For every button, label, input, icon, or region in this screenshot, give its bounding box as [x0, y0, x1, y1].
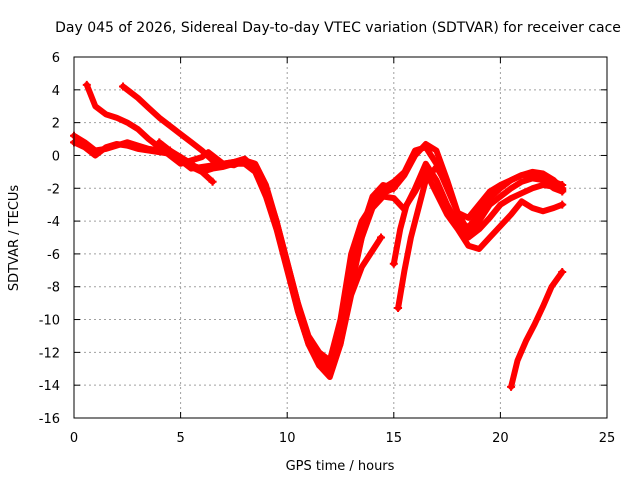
- series-9-end-marker: [558, 267, 567, 276]
- series-8-start-marker: [389, 259, 398, 268]
- x-tick-label: 0: [70, 431, 78, 446]
- x-tick-label: 5: [176, 431, 184, 446]
- series-line-4: [120, 83, 566, 364]
- series-line-9: [508, 269, 566, 390]
- y-tick-label: -14: [39, 379, 60, 394]
- series-line-2: [71, 139, 397, 377]
- series-6-start-marker: [165, 146, 174, 155]
- series-9-start-marker: [507, 382, 516, 391]
- y-tick-label: 6: [52, 51, 60, 66]
- series-7-end-marker: [558, 180, 567, 189]
- y-axis-label: SDTVAR / TECUs: [7, 185, 22, 292]
- series-6-end-marker: [208, 177, 217, 186]
- series-7-start-marker: [394, 304, 403, 313]
- y-tick-label: -4: [47, 215, 60, 230]
- plot-frame: [73, 56, 608, 419]
- series-line-6: [166, 147, 216, 185]
- series-1-end-marker: [377, 233, 386, 242]
- series-line-5: [156, 139, 566, 369]
- y-axis-ticks: -16 -14 -12 -10 -8 -6 -4 -2 0 2 4 6: [39, 51, 607, 427]
- series-4-start-marker: [119, 82, 128, 91]
- y-tick-label: 0: [52, 149, 60, 164]
- series-line-8: [390, 168, 566, 267]
- y-tick-label: -8: [47, 281, 60, 296]
- x-tick-label: 20: [492, 431, 509, 446]
- y-tick-label: -12: [39, 346, 60, 361]
- x-axis-ticks: 0 5 10 15 20 25: [70, 57, 615, 446]
- y-tick-label: -6: [47, 248, 60, 263]
- data-series: [70, 80, 567, 391]
- series-5-start-marker: [155, 138, 164, 147]
- y-tick-label: -10: [39, 314, 60, 329]
- series-8-end-marker: [558, 200, 567, 209]
- series-line-3: [83, 81, 566, 380]
- series-line-7: [395, 163, 566, 312]
- y-tick-label: 4: [52, 84, 60, 99]
- series-3-start-marker: [82, 80, 91, 89]
- chart-title: Day 045 of 2026, Sidereal Day-to-day VTE…: [55, 20, 621, 36]
- y-tick-label: -2: [47, 182, 60, 197]
- x-tick-label: 15: [386, 431, 403, 446]
- y-tick-label: 2: [52, 117, 60, 132]
- x-tick-label: 25: [599, 431, 616, 446]
- x-axis-label: GPS time / hours: [286, 459, 395, 474]
- x-tick-label: 10: [279, 431, 296, 446]
- y-tick-label: -16: [39, 412, 60, 427]
